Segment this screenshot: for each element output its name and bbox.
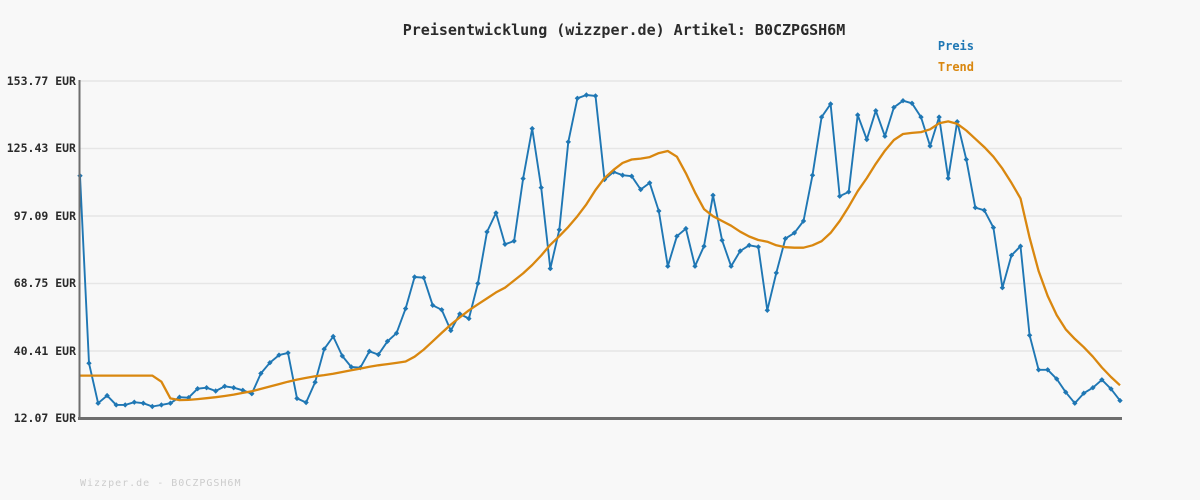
y-tick-label: 12.07 EUR (13, 411, 76, 425)
y-tick-label: 125.43 EUR (6, 141, 76, 155)
chart-title: Preisentwicklung (wizzper.de) Artikel: B… (402, 21, 846, 39)
legend-trend-label: Trend (937, 60, 974, 74)
y-tick-label: 97.09 EUR (13, 209, 76, 223)
y-tick-label: 40.41 EUR (13, 344, 76, 358)
y-tick-label: 68.75 EUR (13, 276, 76, 290)
watermark-text: Wizzper.de - B0CZPGSH6M (80, 478, 242, 489)
legend-preis-label: Preis (937, 39, 974, 53)
y-tick-label: 153.77 EUR (6, 74, 76, 88)
